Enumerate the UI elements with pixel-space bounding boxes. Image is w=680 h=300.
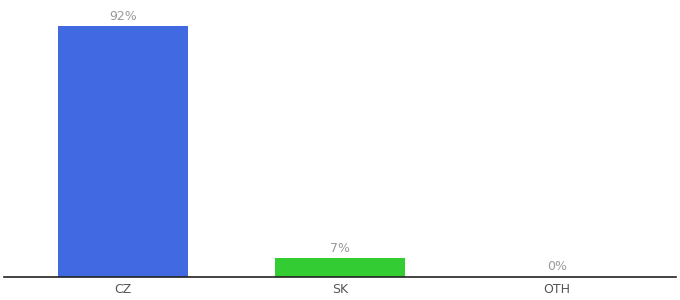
- Bar: [58, 26, 188, 277]
- Text: 92%: 92%: [109, 10, 137, 23]
- Bar: [275, 258, 405, 277]
- Text: 7%: 7%: [330, 242, 350, 255]
- Text: 0%: 0%: [547, 260, 566, 273]
